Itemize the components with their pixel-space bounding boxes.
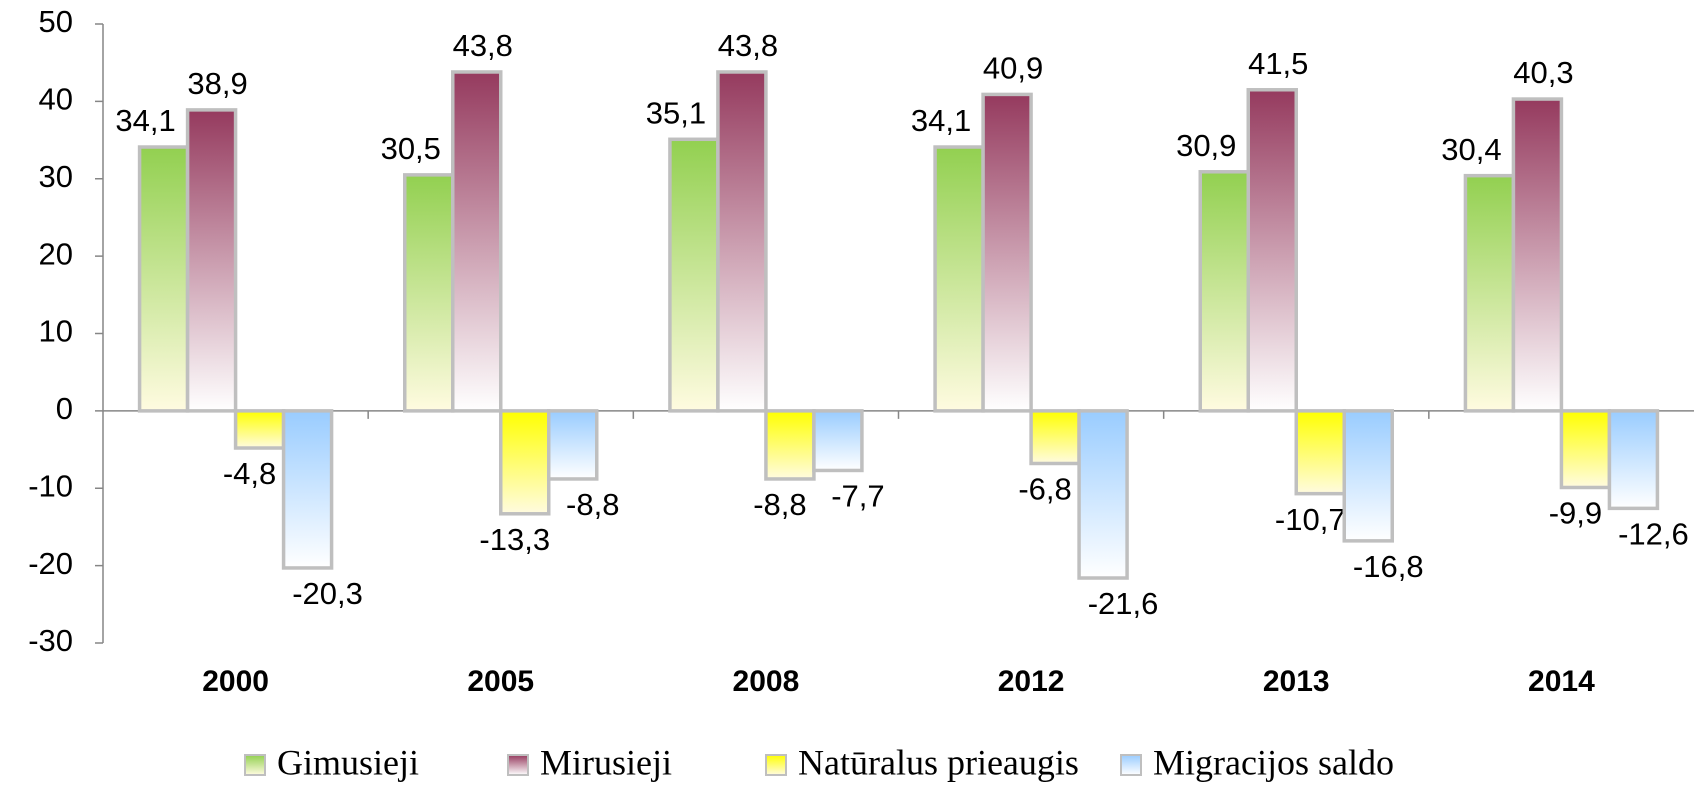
bar bbox=[1559, 409, 1612, 490]
legend-label: Natūralus prieaugis bbox=[798, 742, 1079, 782]
bar bbox=[185, 108, 238, 413]
x-tick-label: 2005 bbox=[467, 665, 534, 698]
y-tick-label: 20 bbox=[39, 236, 73, 271]
value-label: 43,8 bbox=[718, 28, 778, 63]
value-label: -10,7 bbox=[1275, 502, 1346, 537]
value-label: 34,1 bbox=[115, 103, 175, 138]
bar bbox=[1294, 409, 1346, 496]
bar bbox=[1198, 170, 1250, 413]
bar bbox=[1077, 409, 1129, 580]
bar bbox=[1511, 97, 1564, 413]
value-label: -13,3 bbox=[479, 522, 550, 557]
bar bbox=[1246, 88, 1298, 413]
value-label: -8,8 bbox=[566, 487, 619, 522]
bar bbox=[1029, 409, 1081, 466]
bar bbox=[281, 409, 334, 570]
bar bbox=[451, 70, 503, 413]
x-tick-label: 2012 bbox=[998, 665, 1065, 698]
bar bbox=[668, 137, 720, 413]
y-tick-label: 30 bbox=[39, 159, 73, 194]
value-label: -20,3 bbox=[292, 576, 363, 611]
bar bbox=[499, 409, 551, 516]
value-label: 30,5 bbox=[381, 131, 441, 166]
legend-swatch bbox=[244, 754, 266, 776]
bar bbox=[716, 70, 768, 413]
bar bbox=[1463, 173, 1516, 413]
x-tick-label: 2000 bbox=[202, 665, 269, 698]
legend-label: Gimusieji bbox=[277, 742, 419, 782]
bar bbox=[1342, 409, 1394, 543]
bar bbox=[547, 409, 599, 481]
value-label: 35,1 bbox=[646, 95, 706, 130]
value-label: 43,8 bbox=[453, 28, 513, 63]
value-label: 34,1 bbox=[911, 103, 971, 138]
y-tick-label: -20 bbox=[28, 546, 73, 581]
bar bbox=[137, 145, 190, 413]
x-tick-label: 2008 bbox=[733, 665, 800, 698]
legend-label: Mirusieji bbox=[540, 742, 672, 782]
bar bbox=[764, 409, 816, 481]
value-label: -4,8 bbox=[223, 456, 276, 491]
legend-swatch bbox=[507, 754, 529, 776]
bar bbox=[981, 92, 1033, 413]
value-label: -12,6 bbox=[1618, 517, 1689, 552]
legend-label: Migracijos saldo bbox=[1153, 742, 1394, 782]
value-label: 30,4 bbox=[1441, 132, 1501, 167]
bar bbox=[1607, 409, 1660, 511]
value-label: -21,6 bbox=[1088, 586, 1159, 621]
value-label: 41,5 bbox=[1248, 46, 1308, 81]
value-label: -16,8 bbox=[1353, 549, 1424, 584]
y-tick-label: -10 bbox=[28, 468, 73, 503]
y-tick-label: 10 bbox=[39, 314, 73, 349]
bar bbox=[403, 173, 455, 413]
bar bbox=[812, 409, 864, 473]
bar bbox=[933, 145, 985, 413]
x-tick-label: 2014 bbox=[1528, 665, 1595, 698]
y-tick-label: 50 bbox=[39, 4, 73, 39]
x-tick-label: 2013 bbox=[1263, 665, 1330, 698]
value-label: 38,9 bbox=[187, 66, 247, 101]
y-tick-label: -30 bbox=[28, 623, 73, 658]
bar bbox=[233, 409, 286, 450]
value-label: -7,7 bbox=[831, 479, 884, 514]
value-label: -8,8 bbox=[753, 487, 806, 522]
value-label: 30,9 bbox=[1176, 128, 1236, 163]
value-label: -6,8 bbox=[1018, 472, 1071, 507]
y-tick-label: 0 bbox=[56, 391, 73, 426]
value-label: 40,3 bbox=[1513, 55, 1573, 90]
legend-swatch bbox=[765, 754, 787, 776]
y-tick-label: 40 bbox=[39, 82, 73, 117]
value-label: -9,9 bbox=[1549, 496, 1602, 531]
value-label: 40,9 bbox=[983, 51, 1043, 86]
legend-swatch bbox=[1120, 754, 1142, 776]
